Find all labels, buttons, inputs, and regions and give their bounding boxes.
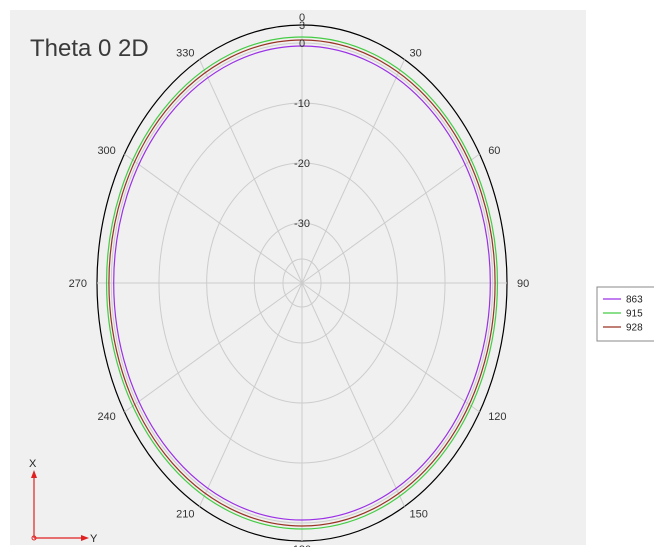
legend-box [596, 286, 654, 342]
grid-spoke [199, 59, 303, 284]
angle-label: 120 [488, 411, 506, 423]
radial-tick-label: -30 [294, 218, 310, 230]
series-line [105, 36, 499, 530]
plot-background [10, 10, 586, 545]
angle-label: 210 [176, 508, 194, 520]
axis-indicator-origin [31, 535, 37, 541]
angle-label: 240 [97, 411, 115, 423]
grid-spoke [301, 153, 480, 284]
grid-spoke [301, 282, 405, 507]
angle-label: 0 [299, 12, 305, 24]
series-layer [105, 36, 499, 530]
angle-label: 90 [517, 278, 529, 290]
axis-indicator-x-arrow [31, 470, 37, 478]
series-line [113, 45, 491, 521]
legend-label: 863 [626, 295, 643, 306]
angle-label: 180 [293, 544, 311, 547]
label-layer: 30-10-20-3003060901201501802102402703003… [69, 12, 530, 547]
legend-label: 928 [626, 323, 643, 334]
legend: 863 915 928 [596, 286, 654, 342]
radial-tick-label: -20 [294, 158, 310, 170]
angle-label: 300 [97, 145, 115, 157]
radial-tick-label: 0 [299, 38, 305, 50]
series-line [108, 39, 496, 527]
chart-title: Theta 0 2D [30, 35, 149, 62]
axis-indicator-y-arrow [81, 535, 89, 541]
angle-label: 60 [488, 145, 500, 157]
radial-tick-label: -10 [294, 98, 310, 110]
grid-spoke [199, 282, 303, 507]
axis-indicator-x-label: X [29, 458, 37, 470]
angle-label: 30 [410, 48, 422, 60]
angle-label: 150 [410, 508, 428, 520]
radial-tick-label: 3 [299, 20, 305, 32]
axis-indicator: X Y [29, 458, 98, 545]
angle-label: 270 [69, 278, 87, 290]
angle-label: 330 [176, 48, 194, 60]
grid-spoke [124, 282, 303, 413]
grid-layer [96, 24, 508, 542]
axis-indicator-y-label: Y [90, 533, 98, 545]
grid-spoke [301, 282, 480, 413]
grid-spoke [124, 153, 303, 284]
legend-label: 915 [626, 309, 643, 320]
grid-spoke [301, 59, 405, 284]
